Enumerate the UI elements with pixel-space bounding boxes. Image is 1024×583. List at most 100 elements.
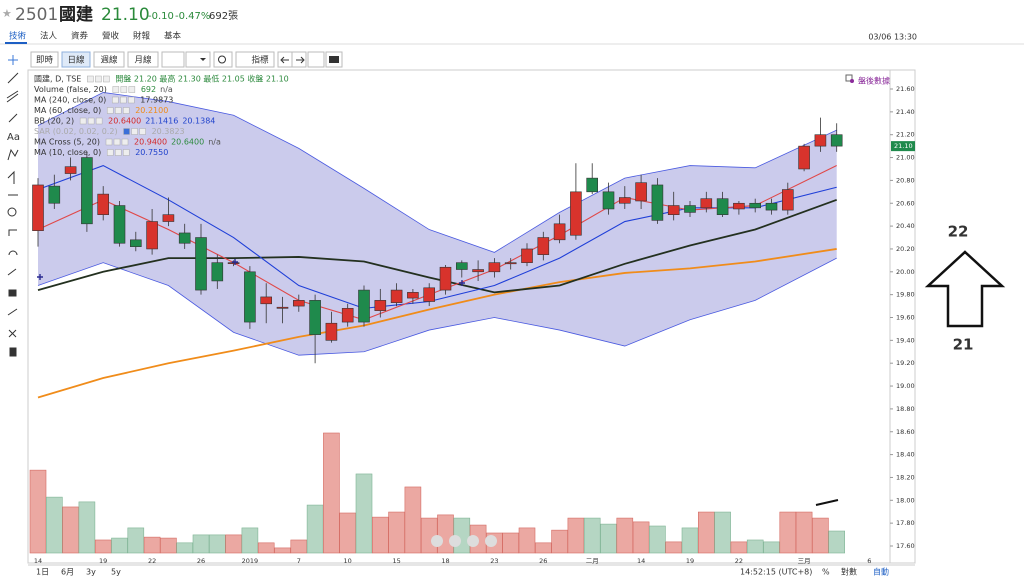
legend-icon[interactable]	[114, 107, 122, 114]
legend-label: SAR (0.02, 0.02, 0.2)	[34, 127, 118, 136]
x-tick-label: 14	[34, 557, 42, 565]
legend-icon[interactable]	[121, 138, 129, 146]
legend-icon[interactable]	[139, 128, 146, 135]
btn[interactable]	[213, 51, 233, 68]
candle-body	[244, 271, 256, 323]
legend-icon[interactable]	[112, 96, 119, 104]
log-toggle[interactable]: 對數	[841, 567, 857, 577]
tab[interactable]: 資券	[71, 31, 89, 42]
volume-bar	[746, 539, 764, 554]
tab[interactable]: 營收	[102, 31, 120, 42]
legend-icon[interactable]	[113, 138, 121, 146]
after-hours[interactable]: 盤後數據	[858, 76, 890, 86]
ma-line	[37, 248, 837, 399]
code: 2501	[15, 5, 58, 25]
legend-icon[interactable]	[122, 149, 130, 156]
tab[interactable]: 法人	[40, 31, 58, 42]
candle-body	[423, 287, 436, 302]
legend-icon[interactable]	[114, 149, 122, 156]
volume-bar	[681, 527, 699, 554]
x-tick-label: 14	[637, 557, 645, 565]
drawing	[815, 499, 839, 506]
left-tools: Aa	[6, 55, 20, 357]
legend-icon[interactable]	[106, 149, 114, 156]
toolbar-label[interactable]: 即時	[36, 56, 54, 66]
candle-body	[537, 237, 550, 255]
range-button[interactable]: 6月	[61, 568, 74, 577]
legend-icon[interactable]	[128, 86, 136, 93]
legend-icon[interactable]	[131, 128, 138, 135]
star[interactable]: ★	[2, 7, 12, 20]
tab[interactable]: 基本	[164, 31, 182, 42]
candle-body	[211, 262, 224, 282]
legend-value: 20.7550	[135, 148, 168, 157]
y-tick-label: 18.80	[896, 405, 915, 413]
legend-icon[interactable]	[120, 86, 128, 93]
range-button[interactable]: 5y	[111, 568, 121, 577]
btn[interactable]	[235, 51, 275, 68]
percent-toggle[interactable]: %	[822, 568, 830, 577]
btn[interactable]	[185, 51, 211, 68]
candle-body	[390, 289, 403, 303]
volume-bar	[779, 511, 797, 554]
legend-icon[interactable]	[95, 117, 103, 125]
btn[interactable]	[161, 51, 185, 68]
legend-icon[interactable]	[106, 107, 114, 114]
change: -0.10	[148, 11, 174, 22]
volume-bar	[404, 486, 422, 554]
legend-icon[interactable]	[123, 128, 130, 135]
volume-bar	[812, 517, 829, 554]
candle-body	[439, 266, 452, 291]
range-button[interactable]: 1日	[36, 568, 49, 577]
legend-icon[interactable]	[128, 96, 135, 104]
volume-bar	[45, 496, 63, 554]
toolbar-label[interactable]: 月線	[134, 55, 152, 66]
volume-bar	[323, 432, 340, 554]
candle-body	[32, 184, 44, 231]
y-tick-label: 19.80	[896, 291, 915, 299]
legend-icon[interactable]	[87, 75, 94, 83]
bottom-bar: 1日 6月 3y 5y 14:52:15 (UTC+8)% 對數 自動	[36, 567, 889, 577]
legend-icon[interactable]	[95, 75, 102, 83]
legend-icon[interactable]	[120, 96, 127, 104]
volume-bar	[534, 542, 552, 554]
candle-body	[178, 232, 191, 244]
volume-bar	[225, 534, 242, 554]
candle-body	[504, 262, 517, 265]
legend-icon[interactable]	[87, 117, 95, 125]
volume-bar	[143, 536, 161, 554]
y-tick-label: 17.60	[896, 542, 915, 550]
btn[interactable]	[30, 51, 59, 68]
candle-body	[130, 239, 142, 247]
toolbar-label[interactable]: 指標	[251, 55, 269, 66]
candle-body	[749, 202, 762, 209]
volume-bar	[583, 517, 601, 554]
legend-icon[interactable]	[103, 75, 110, 83]
range-button[interactable]: 3y	[86, 568, 96, 577]
legend-icon[interactable]	[105, 138, 113, 146]
legend-icon[interactable]	[79, 117, 87, 125]
tab[interactable]: 財報	[133, 31, 151, 42]
legend-icon[interactable]	[122, 107, 130, 114]
cross-marker	[232, 259, 238, 265]
candle-body	[195, 237, 207, 291]
auto-toggle[interactable]: 自動	[873, 567, 889, 577]
btn[interactable]	[93, 51, 125, 68]
btn[interactable]	[61, 51, 91, 68]
candle-body	[586, 177, 599, 193]
x-tick-label: 15	[392, 557, 400, 565]
candle-body	[733, 202, 745, 210]
legend-label: MA (10, close, 0)	[34, 148, 101, 157]
volume-bar	[649, 525, 666, 554]
btn[interactable]	[307, 51, 325, 68]
toolbar-label[interactable]: 週線	[100, 55, 118, 66]
candle-body	[651, 184, 664, 221]
side-top: 22	[948, 223, 969, 241]
btn[interactable]	[127, 51, 159, 68]
legend-icon[interactable]	[112, 86, 120, 93]
x-tick-label: 三月	[798, 557, 811, 565]
volume-bar	[274, 547, 291, 554]
toolbar-label[interactable]: 日線	[67, 55, 85, 66]
volume-bar	[828, 530, 846, 554]
tab[interactable]: 技術	[9, 31, 27, 42]
